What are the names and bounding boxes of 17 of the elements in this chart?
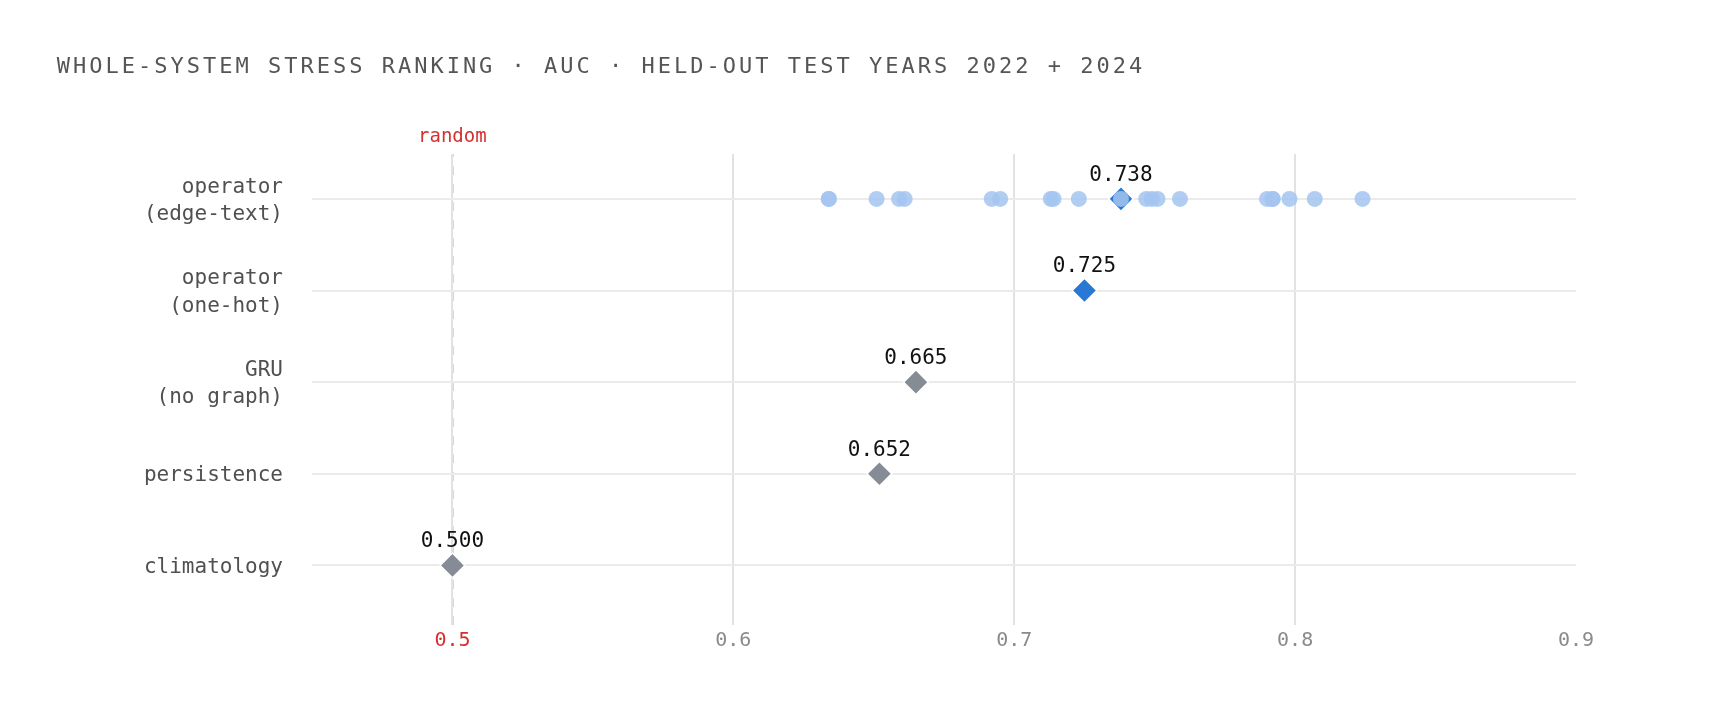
y-tick-label: GRU (no graph) — [156, 356, 283, 409]
x-tick-label: 0.6 — [715, 627, 752, 651]
y-tick-label: operator (edge-text) — [143, 173, 283, 225]
data-label: 0.652 — [847, 436, 912, 461]
data-label: 0.738 — [1089, 161, 1153, 186]
x-tick-label: 0.9 — [1557, 627, 1595, 651]
ref-line-label: random — [418, 124, 487, 146]
data-label: 0.665 — [884, 345, 948, 370]
data-label: 0.725 — [1052, 253, 1117, 278]
data-label: 0.500 — [420, 528, 485, 553]
y-tick-label: persistence — [143, 462, 283, 487]
chart-title: WHOLE-SYSTEM STRESS RANKING · AUC · HELD-OUT TEST YEARS 2022 + 2024 — [56, 53, 1146, 79]
x-tick-label: 0.7 — [996, 627, 1033, 651]
x-tick-label: 0.5 — [434, 627, 471, 651]
x-tick-label: 0.8 — [1277, 627, 1314, 651]
y-tick-label: operator (one-hot) — [169, 265, 283, 317]
y-tick-label: climatology — [143, 553, 283, 578]
